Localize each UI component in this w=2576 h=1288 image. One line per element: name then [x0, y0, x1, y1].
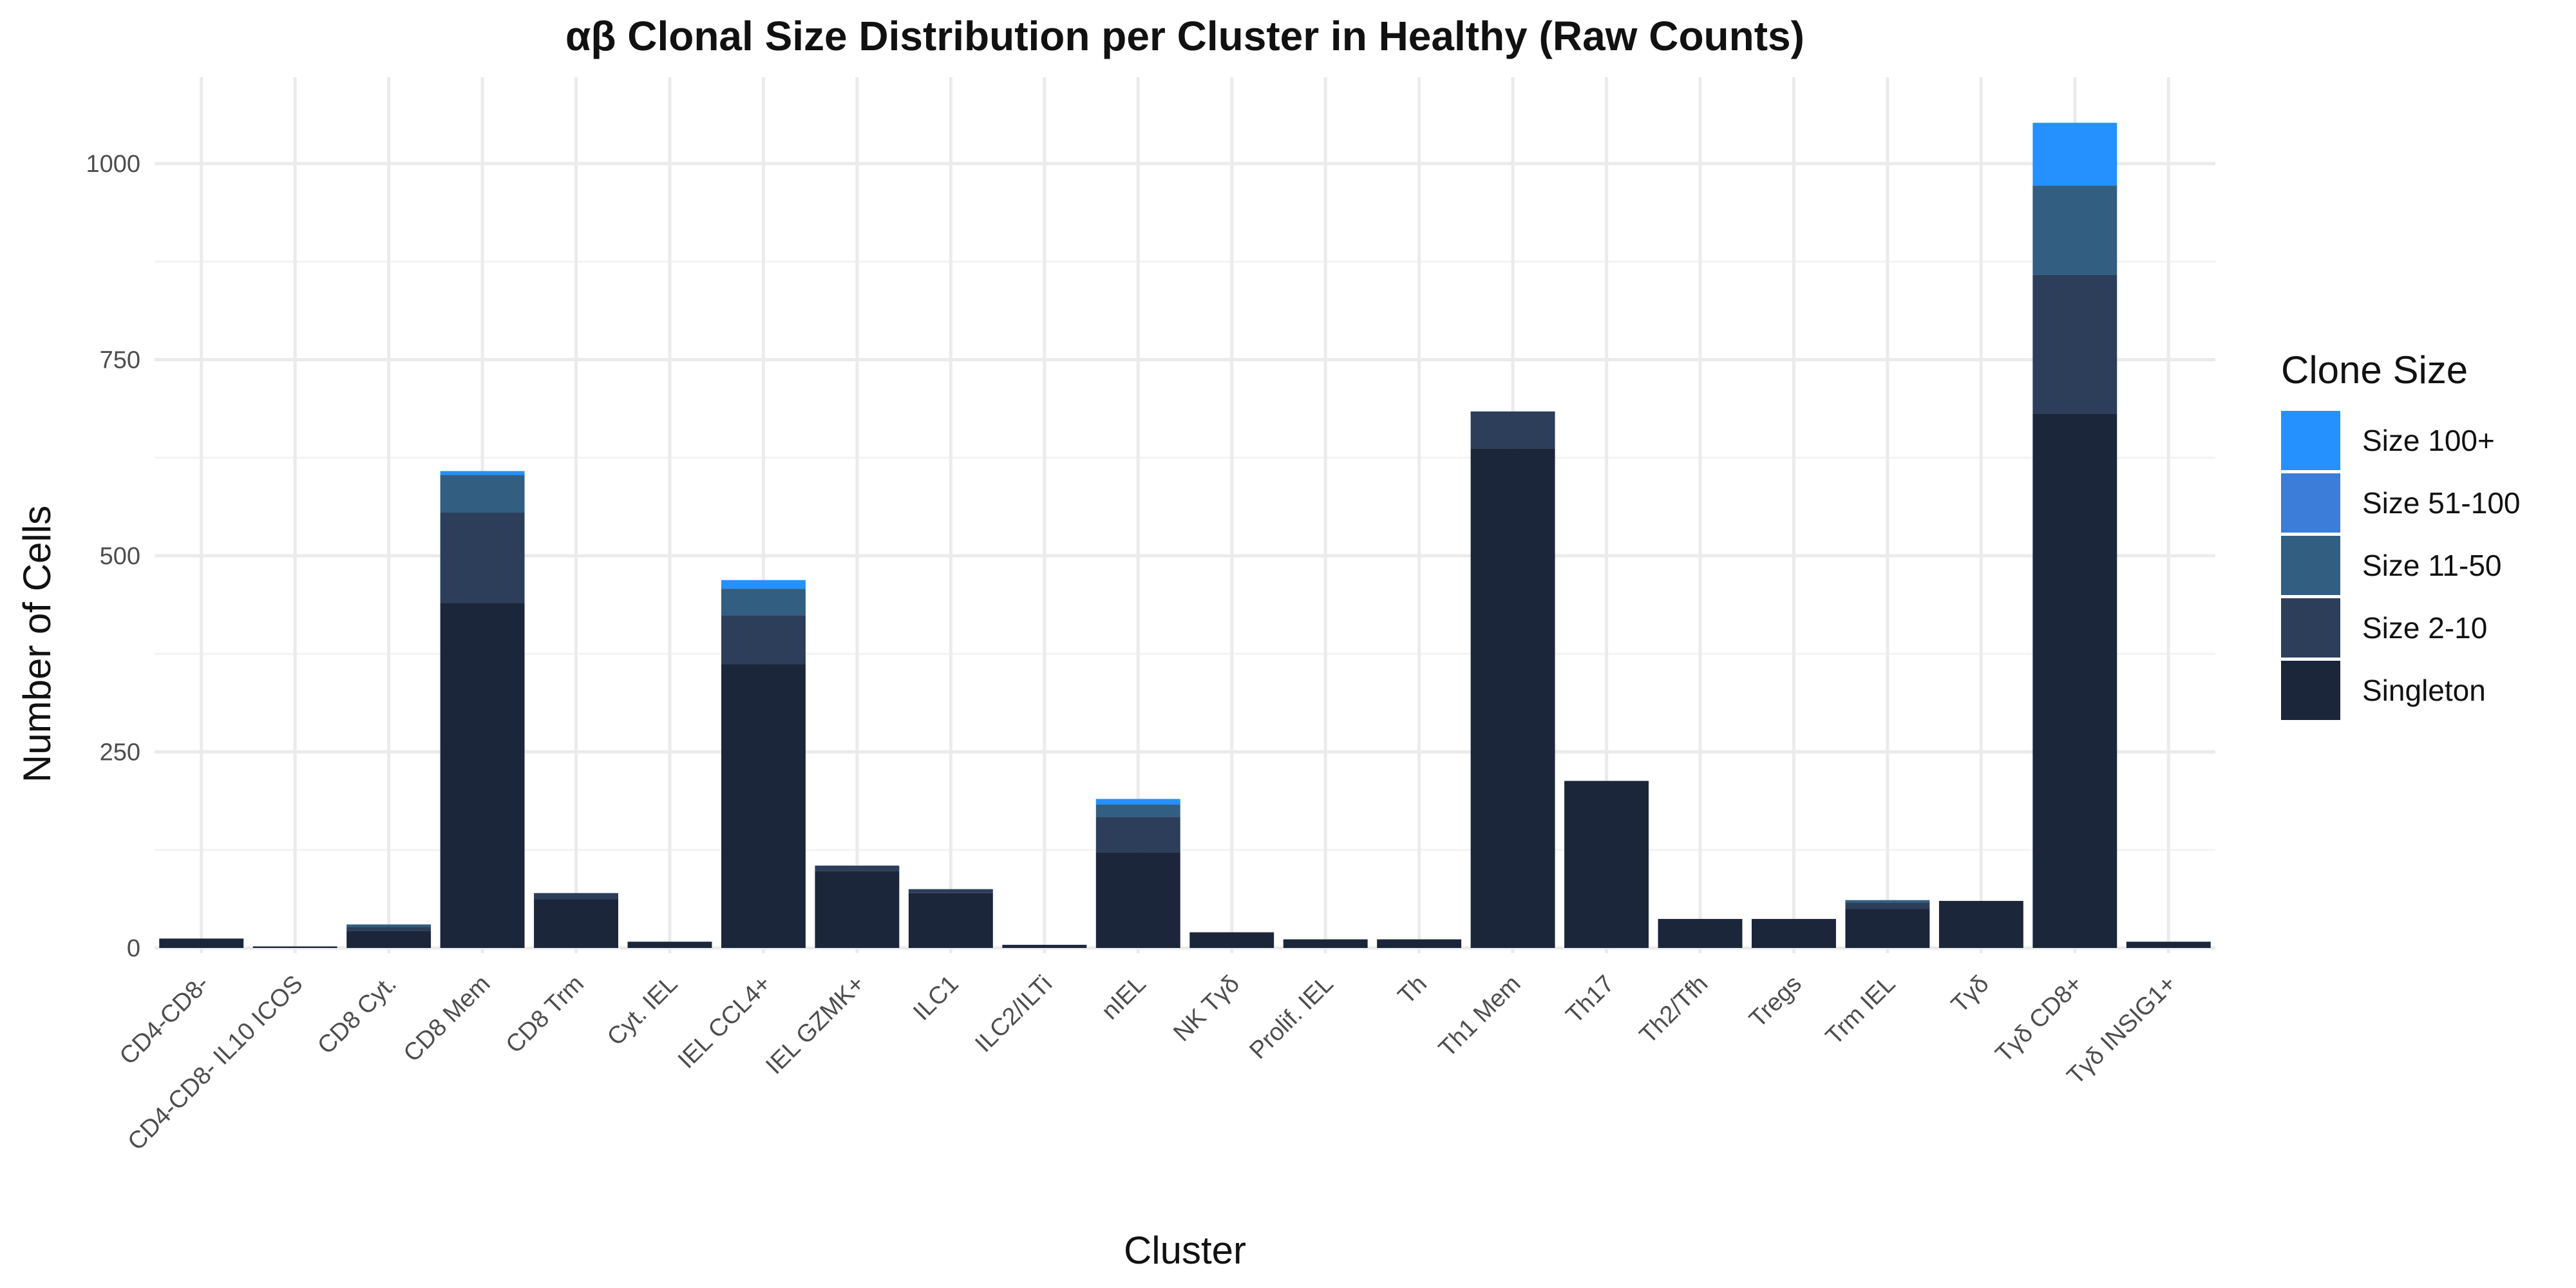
bar-segment-singleton: [815, 871, 900, 948]
legend-label: Size 100+: [2362, 424, 2495, 457]
bar-segment-singleton: [1564, 781, 1649, 948]
bar-segment-singleton: [627, 942, 712, 948]
bar-segment-singleton: [1658, 918, 1743, 948]
x-axis-title: Cluster: [1124, 1229, 1246, 1272]
legend-swatch: [2281, 598, 2340, 658]
legend-label: Size 2-10: [2362, 611, 2487, 645]
x-tick-label: Tregs: [1744, 971, 1806, 1033]
bar-segment-singleton: [2126, 942, 2211, 948]
bar-segment-singleton: [440, 603, 525, 948]
bar-segment-singleton: [1377, 939, 1462, 948]
x-tick-label: NK Tγδ: [1168, 971, 1245, 1047]
x-tick-label: Th: [1393, 971, 1432, 1010]
bar-segment-size-100-: [440, 471, 525, 475]
x-tick-label: CD8 Trm: [501, 971, 589, 1059]
bar-segment-singleton: [1752, 918, 1836, 948]
bar-segment-size-2-10: [2032, 274, 2117, 414]
bar-segment-size-2-10: [534, 893, 618, 900]
bar-segment-singleton: [1095, 852, 1180, 948]
legend-title: Clone Size: [2281, 348, 2468, 392]
bar-segment-singleton: [908, 893, 993, 948]
x-tick-label: CD4-CD8- IL10 ICOS: [123, 971, 308, 1156]
x-tick-label: Prolif. IEL: [1244, 971, 1338, 1065]
bar-segment-size-11-50: [1095, 804, 1180, 817]
y-tick-label: 750: [100, 347, 140, 374]
bar-segment-singleton: [1845, 909, 1930, 948]
bar-segment-singleton: [1189, 932, 1274, 948]
bar-segment-size-11-50: [346, 924, 431, 927]
bar-segment-singleton: [534, 899, 618, 948]
x-tick-label: Th2/Tfh: [1634, 971, 1713, 1049]
bar-segment-size-100-: [2032, 122, 2117, 186]
legend-swatch: [2281, 536, 2340, 595]
bar-segment-size-11-50: [440, 475, 525, 513]
y-tick-label: 500: [100, 543, 140, 570]
bar-segment-singleton: [721, 664, 806, 948]
bars: [159, 122, 2211, 948]
x-tick-label: CD8 Mem: [399, 971, 496, 1068]
x-axis-ticks: CD4-CD8-CD4-CD8- IL10 ICOS CD8 Cyt.CD8 Me…: [115, 971, 2182, 1156]
x-tick-label: CD4-CD8-: [115, 971, 214, 1070]
legend-swatch: [2281, 661, 2340, 720]
x-tick-label: CD8 Cyt.: [312, 971, 402, 1060]
x-tick-label: Tγδ CD8+: [1991, 971, 2088, 1068]
legend-label: Singleton: [2362, 674, 2486, 707]
x-tick-label: Cyt. IEL: [602, 971, 683, 1051]
bar-segment-size-2-10: [440, 513, 525, 603]
bar-segment-size-11-50: [1845, 900, 1930, 903]
bar-segment-size-2-10: [815, 866, 900, 871]
y-tick-label: 1000: [86, 151, 140, 178]
bar-segment-singleton: [346, 931, 431, 948]
bar-segment-singleton: [1283, 939, 1368, 948]
x-tick-label: Trm IEL: [1821, 971, 1900, 1050]
legend-swatch: [2281, 473, 2340, 533]
x-tick-label: Th17: [1561, 971, 1620, 1029]
bar-segment-singleton: [252, 946, 337, 948]
bar-segment-size-2-10: [1470, 411, 1555, 449]
x-tick-label: ILC2/ILTi: [970, 971, 1057, 1058]
x-tick-label: IEL CCL4+: [673, 971, 777, 1074]
bar-segment-size-11-50: [2032, 185, 2117, 275]
chart-title: αβ Clonal Size Distribution per Cluster …: [565, 13, 1804, 59]
y-axis-ticks: 0 250 500 750 1000: [86, 151, 140, 962]
legend-label: Size 11-50: [2362, 549, 2502, 582]
bar-segment-singleton: [1470, 448, 1555, 948]
bar-segment-singleton: [1938, 900, 2023, 948]
bar-segment-singleton: [2032, 413, 2117, 948]
bar-segment-size-2-10: [908, 889, 993, 893]
bar-segment-size-2-10: [346, 927, 431, 931]
x-tick-label: Th1 Mem: [1434, 971, 1526, 1063]
bar-segment-singleton: [159, 938, 244, 948]
bar-segment-size-2-10: [1845, 902, 1930, 909]
y-axis-title: Number of Cells: [15, 506, 59, 782]
bar-segment-size-2-10: [1095, 817, 1180, 853]
bar-segment-singleton: [1002, 945, 1087, 948]
bar-segment-size-100-: [1095, 799, 1180, 805]
bar-segment-size-11-50: [721, 589, 806, 616]
bar-segment-size-2-10: [721, 615, 806, 665]
legend: Clone Size Size 100+ Size 51-100 Size 11-5…: [2281, 348, 2521, 720]
legend-swatch: [2281, 411, 2340, 470]
y-tick-label: 250: [100, 739, 140, 766]
x-tick-label: ILC1: [908, 971, 963, 1026]
x-tick-label: IEL GZMK+: [761, 971, 870, 1080]
x-tick-label: nIEL: [1097, 971, 1151, 1025]
x-tick-label: Tγδ: [1946, 971, 1994, 1019]
bar-segment-size-100-: [721, 580, 806, 589]
legend-label: Size 51-100: [2362, 486, 2521, 520]
y-tick-label: 0: [127, 935, 140, 962]
